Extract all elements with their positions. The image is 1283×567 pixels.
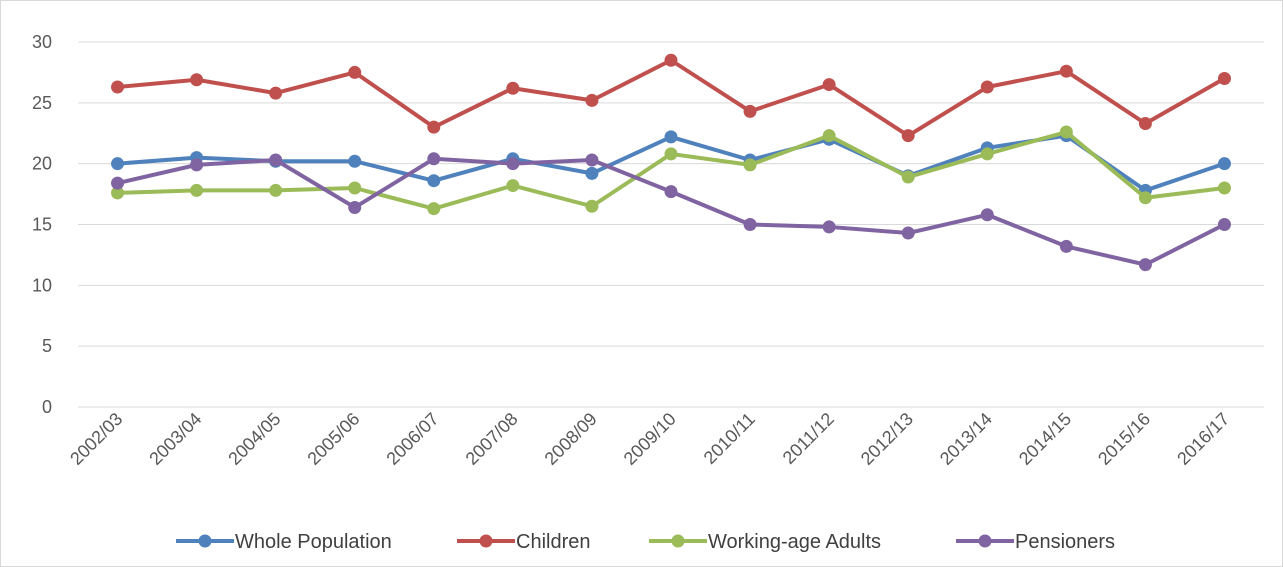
data-point [980,80,994,94]
data-point [111,186,125,200]
data-point [427,152,441,166]
x-axis-ticks: 2002/03 2003/04 2004/05 2005/06 2006/07 2007/… [66,409,1233,469]
data-point [506,81,520,95]
x-tick-label: 2006/07 [382,409,442,469]
series-layer [111,53,1231,272]
data-point [190,73,204,87]
data-point [743,158,757,172]
y-tick-label: 5 [42,336,52,356]
data-point [427,120,441,134]
data-point [348,200,362,214]
data-point [427,202,441,216]
data-point [1059,125,1073,139]
data-point [1217,157,1231,171]
data-point [269,86,283,100]
y-axis-ticks: 0 5 10 15 20 25 30 [32,32,52,417]
data-point [664,130,678,144]
data-point [506,179,520,193]
legend-marker [671,534,685,548]
legend-label: Whole Population [235,531,392,553]
x-tick-label: 2010/11 [700,409,759,468]
x-tick-label: 2007/08 [462,409,522,469]
data-point [1217,72,1231,85]
x-tick-label: 2005/06 [303,409,363,469]
data-point [427,174,441,188]
series-children [111,53,1231,143]
data-point [1138,191,1152,205]
data-point [111,157,125,171]
x-tick-label: 2016/17 [1173,409,1233,469]
data-point [901,170,915,184]
legend-item: Children [457,531,590,553]
data-point [743,104,757,118]
data-point [1138,117,1152,131]
legend-marker [479,534,493,548]
x-tick-label: 2003/04 [145,409,205,469]
data-point [190,158,204,172]
legend: Whole Population Children Working-age Adul… [176,531,1115,553]
data-point [111,176,125,190]
legend-label: Pensioners [1015,531,1115,553]
data-point [822,220,836,234]
legend-item: Pensioners [956,531,1115,553]
data-point [111,80,125,94]
legend-marker [978,534,992,548]
y-tick-label: 15 [32,215,52,235]
gridlines [78,41,1264,408]
data-point [901,129,915,143]
data-point [269,183,283,197]
legend-label: Working-age Adults [708,531,881,553]
data-point [348,154,362,168]
x-tick-label: 2004/05 [224,409,284,469]
y-tick-label: 30 [32,32,52,52]
data-point [269,153,283,167]
y-tick-label: 20 [32,154,52,174]
x-tick-label: 2015/16 [1094,409,1154,469]
legend-item: Working-age Adults [649,531,881,553]
series-working-age-adults [111,125,1231,216]
series-line [117,156,1226,267]
data-point [1217,181,1231,195]
data-point [348,181,362,195]
x-tick-label: 2013/14 [936,409,996,469]
data-point [822,78,836,92]
series-pensioners [111,152,1231,272]
data-point [1217,218,1231,231]
data-point [585,166,599,180]
legend-label: Children [516,531,590,553]
data-point [585,153,599,167]
data-point [664,185,678,199]
x-tick-label: 2011/12 [779,409,838,468]
x-tick-label: 2014/15 [1015,409,1075,469]
data-point [901,226,915,240]
data-point [506,157,520,171]
legend-marker [198,534,212,548]
y-tick-label: 25 [32,93,52,113]
data-point [980,208,994,222]
x-tick-label: 2012/13 [857,409,917,469]
data-point [1138,258,1152,272]
data-point [822,129,836,143]
y-tick-label: 0 [42,397,52,417]
y-tick-label: 10 [32,275,52,295]
series-line [117,58,1226,138]
legend-item: Whole Population [176,531,392,553]
data-point [664,147,678,161]
data-point [743,218,757,231]
data-point [190,183,204,197]
data-point [348,65,362,79]
data-point [664,53,678,67]
data-point [585,199,599,213]
data-point [1059,64,1073,78]
x-tick-label: 2009/10 [620,409,680,469]
data-point [585,93,599,107]
x-tick-label: 2008/09 [541,409,601,469]
data-point [1059,239,1073,253]
x-tick-label: 2002/03 [66,409,126,469]
data-point [980,147,994,161]
